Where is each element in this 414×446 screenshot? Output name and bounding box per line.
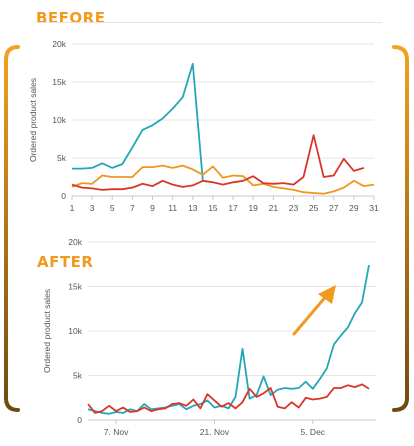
- y-tick-label: 15k: [68, 282, 82, 292]
- y-tick-label: 10k: [52, 115, 66, 125]
- series-line-2: [71, 134, 365, 191]
- y-tick-label: 0: [61, 191, 66, 201]
- x-tick-label: 21. Nov: [200, 427, 230, 436]
- growth-arrow-shaft: [292, 292, 330, 336]
- series-line-0: [72, 62, 204, 182]
- x-tick-label: 9: [150, 203, 155, 213]
- x-tick-label: 19: [248, 203, 258, 213]
- y-tick-label: 20k: [68, 237, 82, 247]
- y-tick-label: 20k: [52, 39, 66, 49]
- x-tick-label: 5. Dec: [300, 427, 325, 436]
- y-tick-label: 5k: [73, 371, 83, 381]
- x-tick-label: 31: [369, 203, 379, 213]
- y-tick-label: 10k: [68, 326, 82, 336]
- series-line-1: [71, 164, 375, 195]
- x-tick-label: 23: [289, 203, 299, 213]
- x-tick-label: 25: [309, 203, 319, 213]
- y-tick-label: 15k: [52, 77, 66, 87]
- x-tick-label: 27: [329, 203, 339, 213]
- x-tick-label: 21: [269, 203, 279, 213]
- x-tick-label: 1: [70, 203, 75, 213]
- x-tick-label: 17: [228, 203, 238, 213]
- after-chart: 0 5k 10k 15k 20k Ordered product sales 7. Nov 2…: [42, 237, 376, 436]
- x-tick-label: 7. Nov: [104, 427, 129, 436]
- x-tick-label: 3: [90, 203, 95, 213]
- y-tick-label: 0: [77, 415, 82, 425]
- x-tick-label: 13: [188, 203, 198, 213]
- right-bracket: [392, 45, 409, 412]
- x-tick-label: 7: [130, 203, 135, 213]
- after-section-label: AFTER: [37, 253, 94, 271]
- series-line-1: [87, 383, 370, 414]
- x-tick-label: 11: [168, 203, 177, 213]
- y-axis-label: Ordered product sales: [28, 78, 38, 162]
- growth-arrow-head: [318, 285, 336, 304]
- section-divider: [36, 22, 382, 23]
- x-tick-label: 5: [110, 203, 115, 213]
- x-tick-label: 15: [208, 203, 218, 213]
- y-axis-label: Ordered product sales: [42, 289, 52, 373]
- series-line-0: [87, 264, 370, 415]
- x-tick-label: 29: [349, 203, 359, 213]
- y-tick-label: 5k: [57, 153, 67, 163]
- left-bracket: [4, 45, 20, 412]
